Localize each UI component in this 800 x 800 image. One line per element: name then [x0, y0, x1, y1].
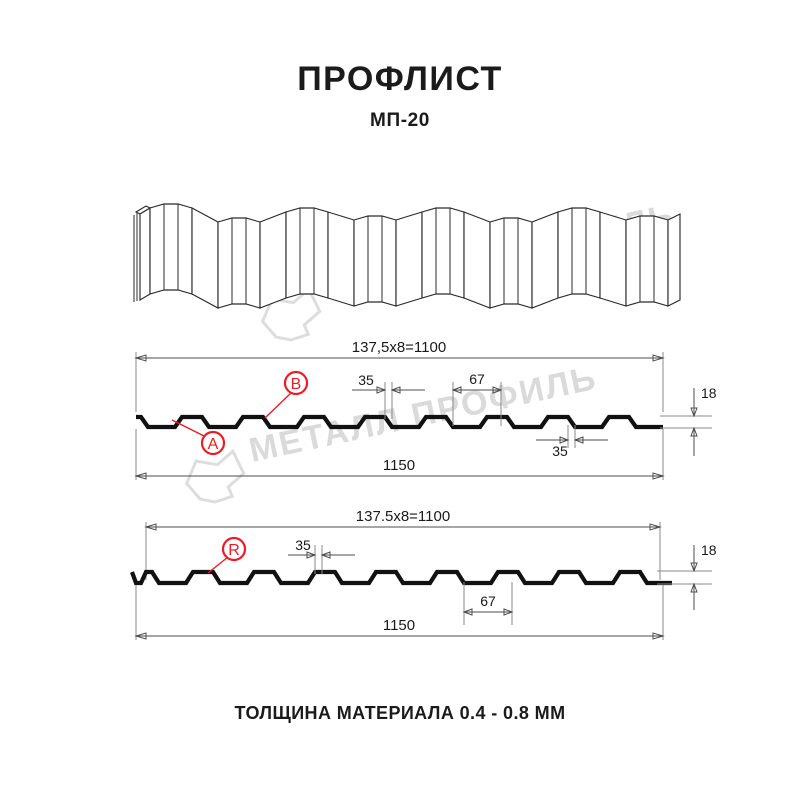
dimension-valley-width-top: 67 [451, 371, 503, 426]
profile-outline-top [136, 414, 663, 430]
material-thickness-note: ТОЛЩИНА МАТЕРИАЛА 0.4 - 0.8 ММ [234, 703, 566, 723]
cross-section-bottom: 137.5x8=1100 35 67 [130, 508, 717, 640]
profile-outline-bottom [130, 569, 672, 586]
dimension-rib-width-top-left: 35 [352, 372, 425, 419]
marker-a: A [171, 419, 226, 456]
dimension-height-top-label: 18 [701, 385, 717, 401]
dimension-working-width-bottom: 137.5x8=1100 [144, 508, 662, 580]
dimension-total-width-bottom-label: 1150 [383, 617, 415, 634]
dimension-total-width-bottom: 1150 [134, 585, 665, 640]
model-designation: МП-20 [370, 109, 430, 131]
dimension-working-width-bottom-label: 137.5x8=1100 [356, 508, 450, 525]
dimension-rib-width-top-left-label: 35 [358, 372, 374, 388]
marker-b-label: B [291, 376, 302, 393]
dimension-height-bottom: 18 [657, 542, 717, 610]
watermark-lower: МЕТАЛЛ ПРОФИЛЬ [184, 359, 601, 504]
dimension-height-bottom-label: 18 [701, 542, 717, 558]
cross-section-top: 137,5x8=1100 35 67 [134, 339, 717, 480]
dimension-working-width-top: 137,5x8=1100 [134, 339, 665, 412]
dimension-valley-width-top-label: 67 [469, 371, 485, 387]
dimension-working-width-top-label: 137,5x8=1100 [352, 339, 446, 356]
page-title: ПРОФЛИСТ [297, 60, 503, 98]
dimension-rib-width-top-right: 35 [536, 425, 608, 459]
dimension-valley-width-bottom: 67 [462, 582, 514, 625]
title-block: ПРОФЛИСТ МП-20 [0, 60, 800, 132]
marker-r: R [207, 536, 247, 574]
dimension-total-width-top: 1150 [134, 429, 665, 480]
marker-b: B [264, 370, 309, 419]
dimension-rib-width-bottom: 35 [288, 537, 355, 574]
dimension-height-top: 18 [660, 385, 717, 456]
isometric-sheet-view [133, 203, 681, 309]
marker-a-label: A [208, 436, 219, 453]
dimension-valley-width-bottom-label: 67 [480, 593, 496, 609]
dimension-rib-width-bottom-label: 35 [295, 537, 311, 553]
dimension-rib-width-top-right-label: 35 [552, 443, 568, 459]
marker-r-label: R [228, 542, 240, 559]
dimension-total-width-top-label: 1150 [383, 457, 415, 474]
